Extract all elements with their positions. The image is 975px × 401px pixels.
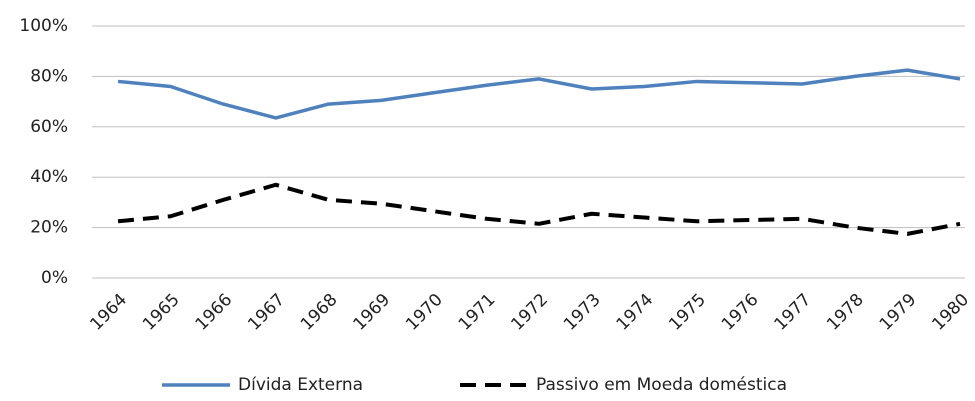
x-tick-label: 1967 — [244, 290, 289, 335]
y-tick-label: 40% — [30, 167, 68, 187]
x-tick-label: 1966 — [192, 290, 237, 335]
x-tick-label: 1977 — [770, 290, 815, 335]
legend-label: Dívida Externa — [238, 375, 363, 395]
x-tick-label: 1968 — [297, 290, 342, 335]
x-tick-label: 1980 — [928, 290, 973, 335]
x-tick-label: 1975 — [665, 290, 710, 335]
y-tick-label: 60% — [30, 117, 68, 137]
series-line — [117, 68, 961, 120]
x-tick-label: 1973 — [560, 290, 605, 335]
series-line — [117, 182, 961, 236]
x-tick-label: 1978 — [823, 290, 868, 335]
y-tick-label: 0% — [41, 268, 68, 288]
x-tick-label: 1970 — [402, 290, 447, 335]
legend-label: Passivo em Moeda doméstica — [536, 375, 787, 395]
x-tick-label: 1976 — [718, 290, 763, 335]
x-tick-label: 1971 — [455, 290, 500, 335]
x-tick-label: 1974 — [613, 290, 658, 335]
x-tick-label: 1972 — [507, 290, 552, 335]
x-tick-label: 1969 — [349, 290, 394, 335]
x-tick-label: 1979 — [876, 290, 921, 335]
y-tick-label: 80% — [30, 66, 68, 86]
x-tick-label: 1964 — [86, 290, 131, 335]
y-tick-label: 20% — [30, 218, 68, 238]
y-tick-label: 100% — [19, 16, 68, 36]
x-tick-label: 1965 — [139, 290, 184, 335]
